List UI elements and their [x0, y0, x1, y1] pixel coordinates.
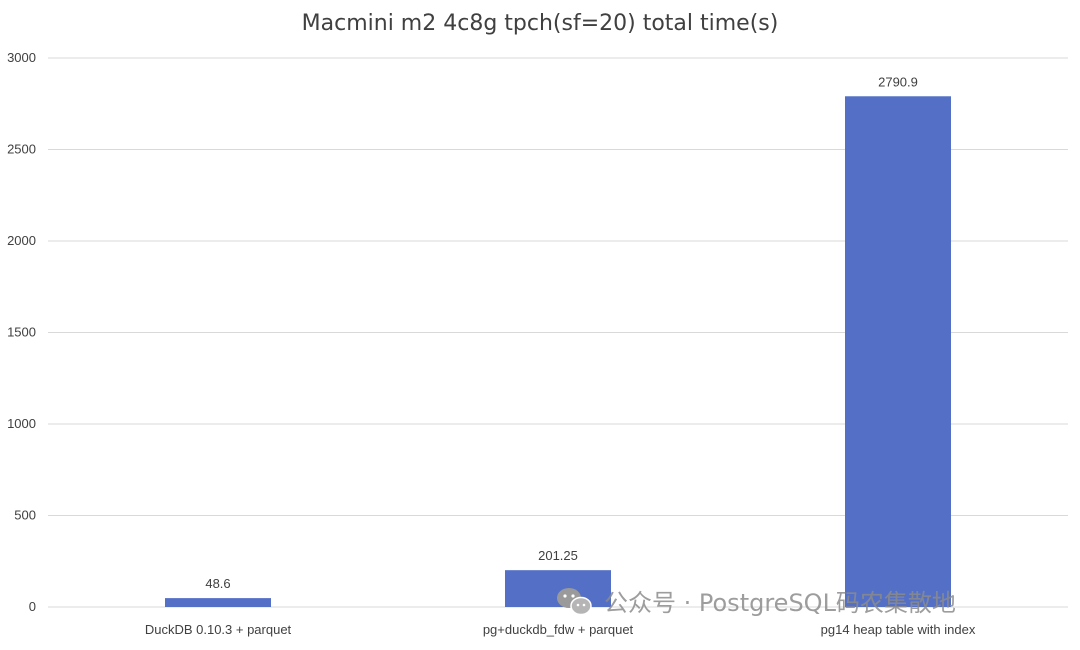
y-tick-label: 0	[29, 599, 36, 614]
bars	[165, 96, 951, 608]
x-category-label: pg14 heap table with index	[821, 622, 976, 637]
watermark: 公众号 · PostgreSQL码农集散地	[557, 588, 956, 617]
data-label: 48.6	[205, 576, 230, 591]
bar	[845, 96, 951, 608]
data-labels: 48.6 201.25 2790.9	[205, 74, 918, 591]
bar	[165, 598, 271, 607]
data-label: 201.25	[538, 548, 578, 563]
wechat-icon	[557, 588, 592, 616]
y-tick-label: 1500	[7, 325, 36, 340]
y-axis-ticks: 0 500 1000 1500 2000 2500 3000	[7, 50, 36, 614]
x-category-label: pg+duckdb_fdw + parquet	[483, 622, 634, 637]
data-label: 2790.9	[878, 74, 918, 89]
gridlines	[48, 57, 1068, 608]
y-tick-label: 3000	[7, 50, 36, 65]
x-axis-categories: DuckDB 0.10.3 + parquet pg+duckdb_fdw + p…	[145, 622, 976, 637]
x-category-label: DuckDB 0.10.3 + parquet	[145, 622, 292, 637]
y-tick-label: 2000	[7, 233, 36, 248]
chart-title: Macmini m2 4c8g tpch(sf=20) total time(s…	[302, 11, 779, 36]
y-tick-label: 500	[14, 508, 36, 523]
y-tick-label: 2500	[7, 142, 36, 157]
y-tick-label: 1000	[7, 416, 36, 431]
watermark-text: 公众号 · PostgreSQL码农集散地	[604, 589, 956, 617]
